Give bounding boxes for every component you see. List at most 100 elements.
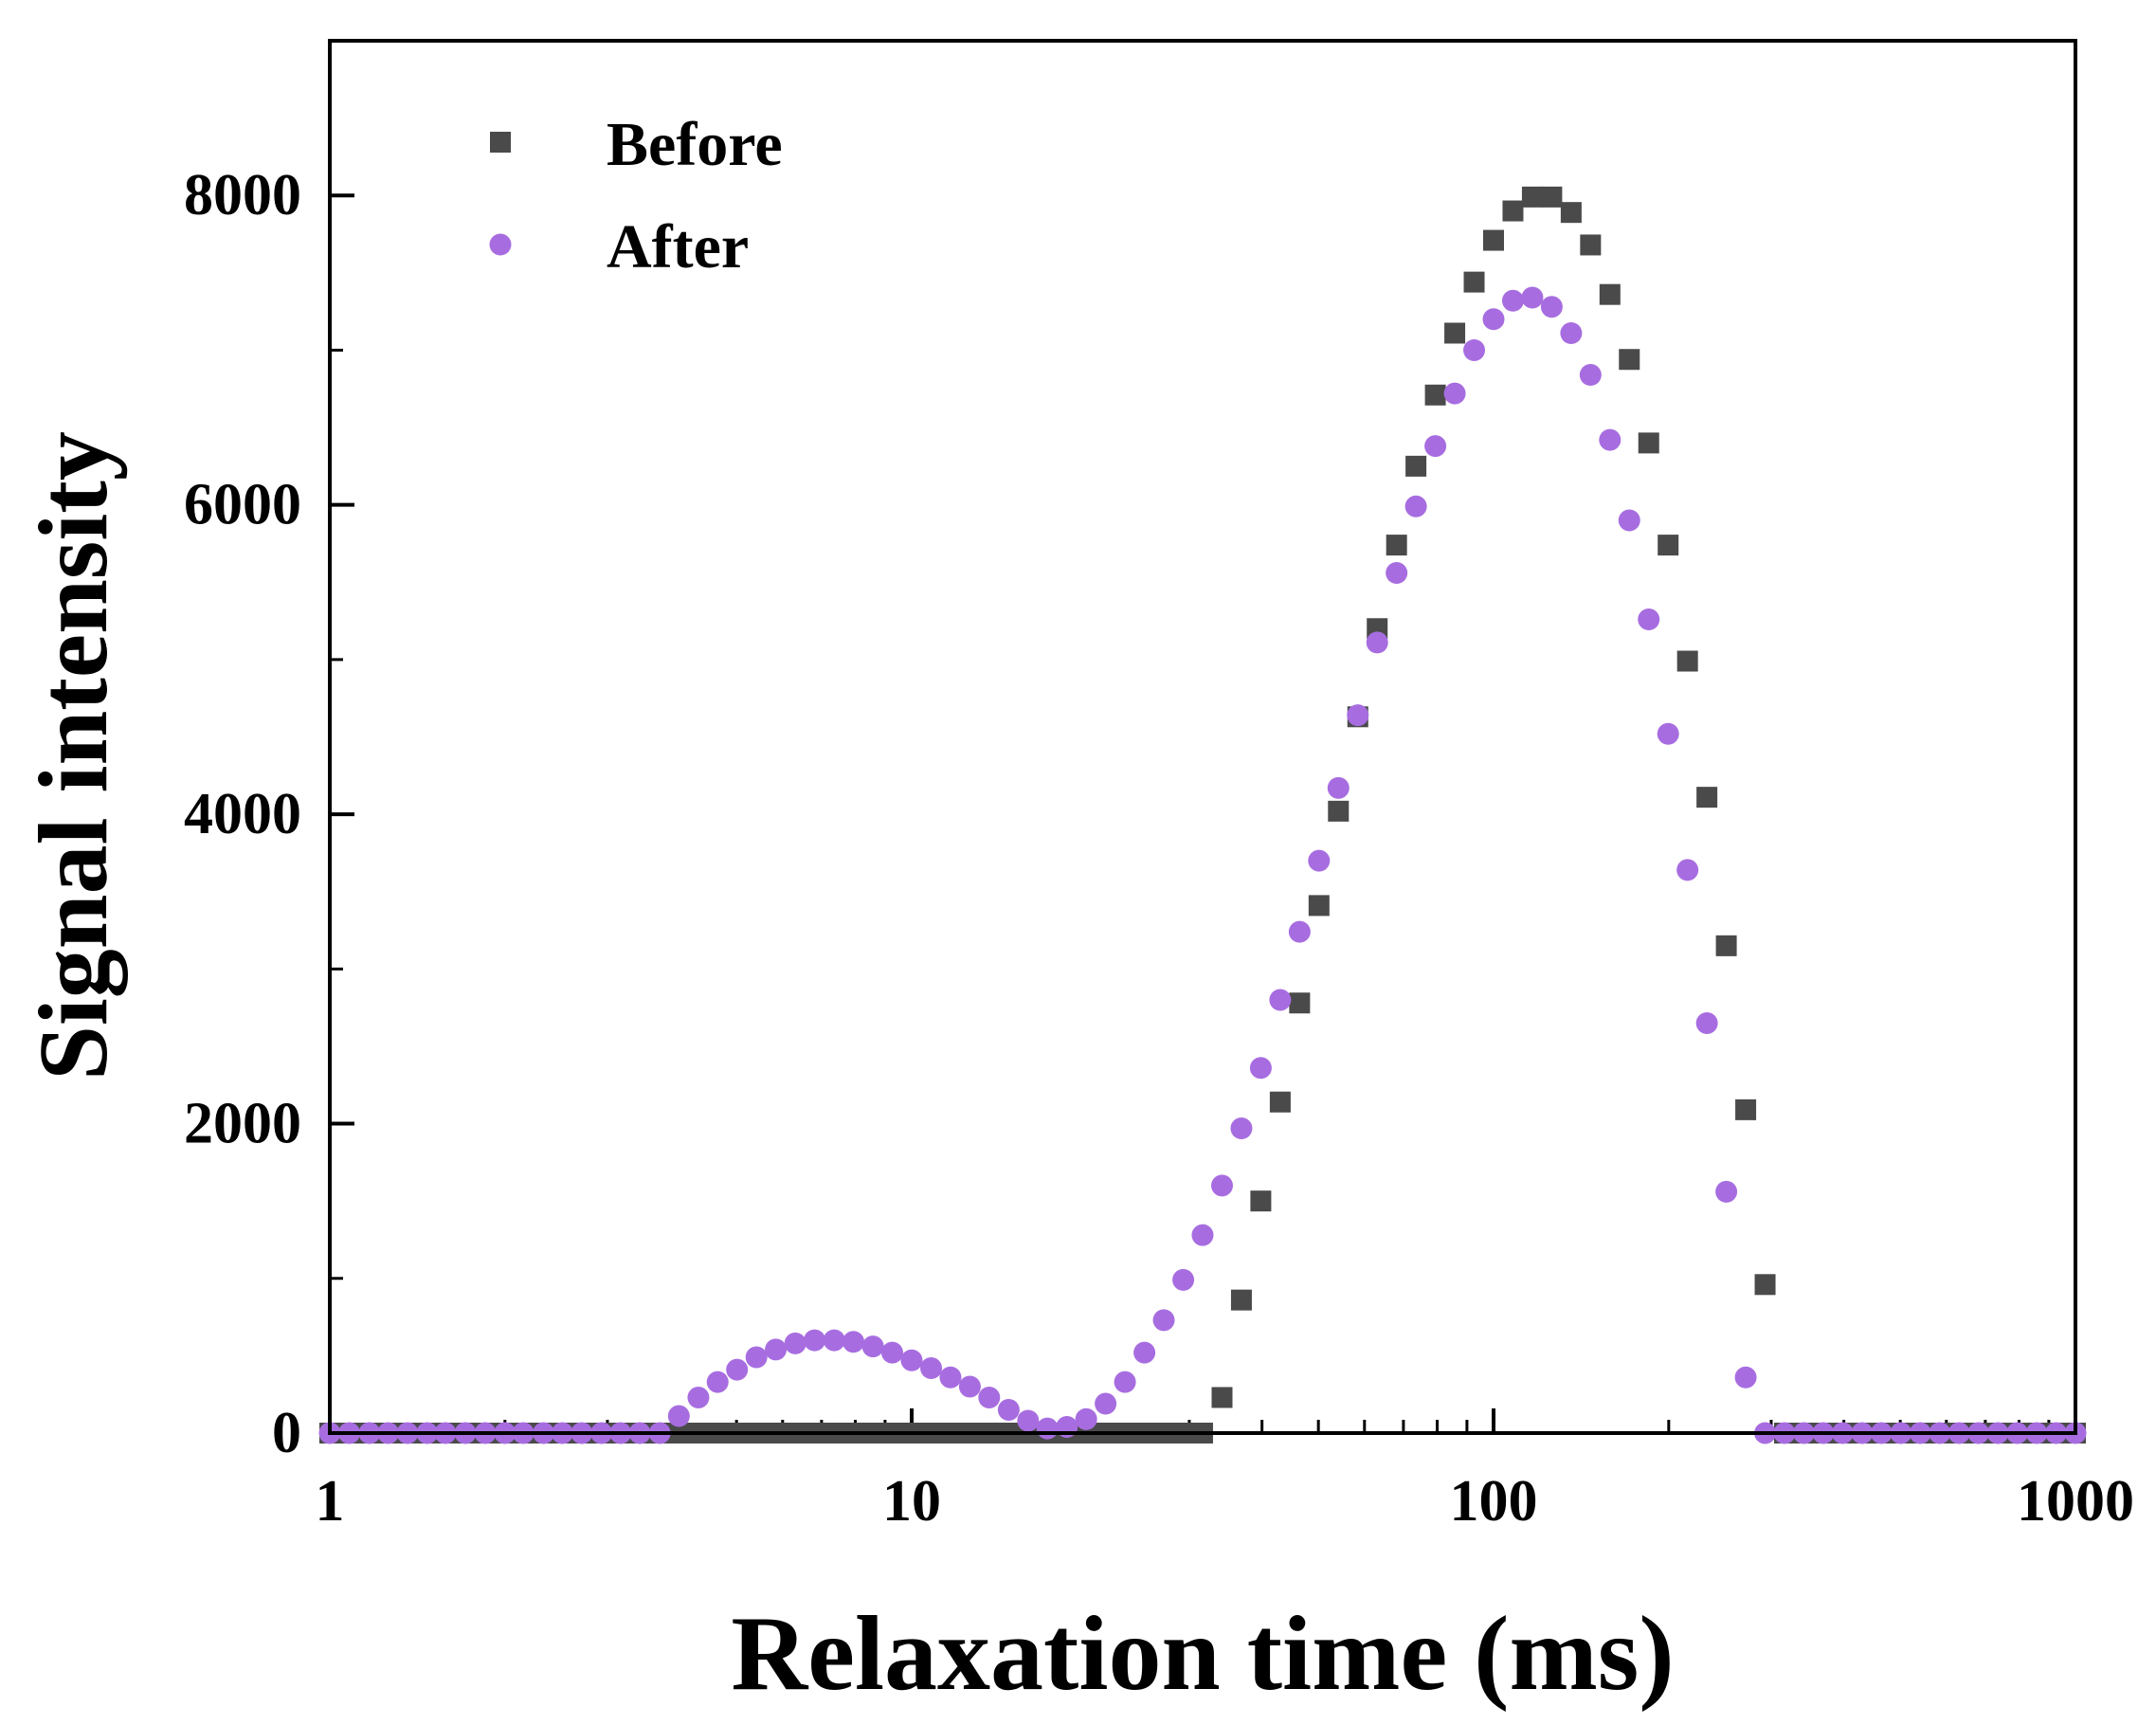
- data-point-before: [1328, 800, 1350, 822]
- y-tick-label: 0: [272, 1401, 301, 1465]
- data-point-before: [1638, 432, 1659, 454]
- legend: Before After: [489, 110, 783, 281]
- plot-frame: [328, 39, 2077, 1435]
- data-point-before: [1715, 935, 1737, 956]
- legend-marker-before: [490, 132, 511, 153]
- data-point-after: [1618, 509, 1640, 532]
- data-point-after: [920, 1356, 943, 1379]
- data-point-before: [1250, 1190, 1272, 1212]
- data-point-after: [978, 1386, 1001, 1408]
- data-point-after: [1114, 1371, 1136, 1393]
- data-point-before: [1269, 1091, 1291, 1113]
- data-point-after: [1036, 1417, 1059, 1440]
- data-point-before: [1424, 384, 1446, 406]
- y-tick-label: 4000: [184, 782, 301, 846]
- data-point-after: [1075, 1407, 1097, 1430]
- data-point-after: [1599, 428, 1622, 451]
- data-point-after: [1386, 561, 1408, 584]
- legend-marker-after: [489, 233, 512, 256]
- data-point-after: [1695, 1011, 1718, 1034]
- data-point-before: [1676, 650, 1698, 672]
- x-tick-labels: 1 10 100 1000: [316, 1469, 2135, 1534]
- y-axis-label: Signal intensity: [19, 431, 128, 1080]
- data-point-after: [1482, 308, 1505, 331]
- x-tick-label: 10: [882, 1469, 941, 1534]
- data-point-after: [687, 1386, 710, 1408]
- data-point-after: [1249, 1057, 1272, 1080]
- data-point-before: [1483, 229, 1504, 251]
- data-point-before: [1386, 535, 1407, 556]
- data-point-after: [1133, 1341, 1156, 1364]
- data-point-after: [997, 1399, 1020, 1422]
- data-point-after: [1211, 1174, 1234, 1197]
- data-point-after: [667, 1405, 690, 1427]
- data-point-before: [1444, 322, 1466, 344]
- x-tick-label: 1: [316, 1469, 345, 1534]
- data-point-after: [1501, 289, 1524, 312]
- data-point-after: [1734, 1366, 1757, 1389]
- y-tick-labels: 0 2000 4000 6000 8000: [184, 163, 301, 1465]
- legend-label-before: Before: [607, 110, 783, 179]
- data-point-after: [1366, 631, 1388, 654]
- data-point-after: [1308, 849, 1331, 872]
- y-tick-label: 2000: [184, 1092, 301, 1156]
- x-tick-label: 100: [1450, 1469, 1538, 1534]
- data-point-before: [1308, 895, 1330, 917]
- data-point-after: [1540, 296, 1563, 318]
- data-point-after: [745, 1346, 768, 1369]
- data-point-before: [1541, 186, 1563, 208]
- data-point-after: [1288, 920, 1311, 943]
- y-tick-label: 8000: [184, 163, 301, 227]
- y-tick-label: 6000: [184, 473, 301, 537]
- data-point-after: [1172, 1268, 1195, 1291]
- data-point-after: [706, 1371, 729, 1393]
- data-point-before: [1560, 202, 1582, 224]
- data-point-after: [1715, 1180, 1738, 1203]
- data-point-after: [1191, 1224, 1214, 1246]
- x-axis-label: Relaxation time (ms): [731, 1595, 1674, 1713]
- data-point-after: [765, 1338, 788, 1361]
- data-point-after: [1327, 776, 1350, 799]
- data-point-after: [804, 1329, 826, 1352]
- data-point-after: [900, 1349, 923, 1371]
- data-point-after: [880, 1341, 903, 1364]
- data-point-after: [1676, 859, 1699, 881]
- data-point-before: [1619, 349, 1640, 371]
- data-point-before: [1502, 200, 1524, 222]
- data-point-before: [1599, 283, 1621, 305]
- data-point-after: [1443, 382, 1466, 405]
- data-point-after: [1463, 338, 1486, 361]
- data-point-after: [1269, 989, 1292, 1011]
- data-point-before: [1521, 186, 1543, 208]
- data-point-after: [726, 1358, 749, 1381]
- data-point-before: [1580, 234, 1602, 256]
- data-point-after: [1347, 704, 1369, 727]
- data-point-before: [1658, 535, 1679, 556]
- data-point-after: [1424, 435, 1447, 458]
- data-point-before: [1696, 787, 1718, 808]
- data-point-after: [1230, 1117, 1253, 1139]
- data-point-before: [1405, 455, 1427, 477]
- legend-label-after: After: [607, 212, 749, 281]
- data-point-after: [1521, 286, 1544, 309]
- data-point-before: [1230, 1289, 1252, 1311]
- data-point-after: [784, 1332, 806, 1354]
- data-point-after: [1579, 364, 1602, 387]
- data-point-after: [1095, 1392, 1117, 1415]
- data-point-after: [823, 1329, 845, 1352]
- data-point-before: [1211, 1387, 1233, 1408]
- data-point-after: [1152, 1309, 1175, 1332]
- data-point-before: [1754, 1274, 1776, 1296]
- data-point-after: [1404, 495, 1427, 518]
- data-point-after: [1017, 1409, 1040, 1432]
- data-point-after: [861, 1335, 884, 1358]
- data-point-after: [1638, 608, 1660, 630]
- data-point-after: [939, 1366, 962, 1389]
- data-point-after: [958, 1375, 981, 1398]
- data-point-after: [842, 1331, 864, 1353]
- x-tick-label: 1000: [2017, 1469, 2134, 1534]
- data-point-before: [1289, 992, 1311, 1014]
- data-point-after: [1560, 321, 1583, 344]
